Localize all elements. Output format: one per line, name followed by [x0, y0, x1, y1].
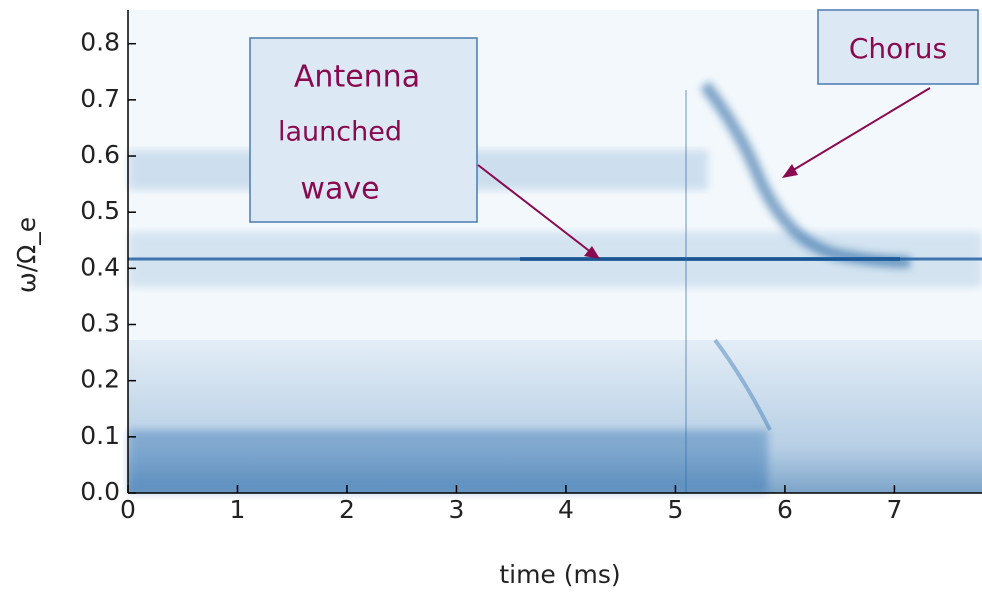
- annotation-text: wave: [300, 172, 379, 207]
- y-tick-label: 0.3: [80, 309, 120, 338]
- annotation-text: Chorus: [849, 32, 947, 65]
- x-tick-label: 4: [558, 495, 574, 524]
- annotation-text: launched: [278, 117, 402, 148]
- x-tick-label: 1: [230, 495, 246, 524]
- y-tick-label: 0.8: [80, 28, 120, 57]
- y-tick-label: 0.4: [80, 252, 120, 281]
- arrow-head: [782, 164, 798, 178]
- y-tick-label: 0.0: [80, 477, 120, 506]
- annotation-box: [817, 9, 979, 85]
- x-tick-label: 3: [449, 495, 465, 524]
- x-tick-label: 6: [777, 495, 793, 524]
- annotation-arrow: [789, 87, 931, 173]
- annotation-antenna: Antenna launched wave: [249, 37, 600, 259]
- y-axis-label: ω/Ω_e: [12, 217, 41, 293]
- y-tick-label: 0.5: [80, 196, 120, 225]
- x-tick-label: 2: [339, 495, 355, 524]
- annotation-box: [249, 37, 478, 223]
- x-axis-label: time (ms): [499, 560, 620, 589]
- y-tick-label: 0.1: [80, 421, 120, 450]
- spectrogram: [128, 10, 982, 493]
- annotation-arrow: [477, 164, 593, 254]
- y-tick-label: 0.6: [80, 140, 120, 169]
- annotation-chorus: Chorus: [782, 9, 979, 178]
- x-tick-label: 7: [886, 495, 902, 524]
- annotation-text: Antenna: [294, 60, 420, 95]
- y-tick-label: 0.7: [80, 84, 120, 113]
- x-tick-label: 0: [120, 495, 136, 524]
- arrow-head: [584, 246, 600, 259]
- y-tick-label: 0.2: [80, 365, 120, 394]
- x-tick-label: 5: [667, 495, 683, 524]
